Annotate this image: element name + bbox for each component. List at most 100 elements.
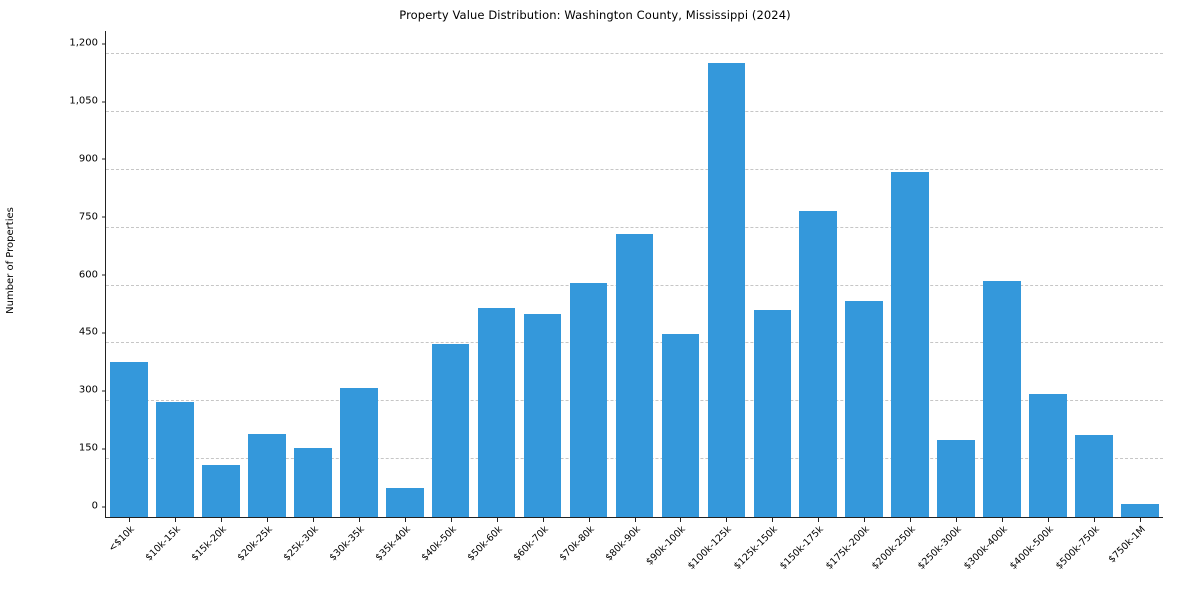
x-axis-tick-mark [220, 517, 222, 522]
x-axis-tick-mark [496, 517, 498, 522]
bar[interactable] [431, 343, 470, 517]
bar[interactable] [937, 439, 975, 517]
y-axis-label-text: Number of Properties [4, 206, 16, 314]
y-axis-tick-label: 600 [79, 269, 107, 280]
bar-slot [1071, 31, 1117, 517]
bar[interactable] [753, 310, 792, 517]
x-axis-tick-label: $15k-20k [189, 524, 229, 564]
bar[interactable] [707, 62, 746, 517]
x-axis-tick-mark [634, 517, 636, 522]
x-axis-tick-label: $125k-150k [732, 524, 781, 572]
x-axis-tick-label: $10k-15k [143, 524, 183, 564]
x-axis-tick-label: $300k-400k [962, 524, 1010, 572]
x-axis-tick-mark [1094, 517, 1096, 522]
x-axis-tick-mark [818, 517, 820, 522]
y-axis-tick-label: 1,200 [69, 38, 106, 49]
bar[interactable] [110, 361, 148, 517]
bar-slot [566, 31, 612, 517]
bar-slot [1025, 31, 1071, 517]
y-axis-tick-label: 150 [79, 443, 107, 454]
bar[interactable] [1029, 394, 1067, 517]
x-axis-tick-label: $80k-90k [602, 524, 643, 564]
bar[interactable] [339, 387, 378, 517]
bar[interactable] [247, 433, 286, 517]
bar[interactable] [845, 301, 884, 517]
x-axis-tick-mark [1140, 517, 1142, 522]
bar[interactable] [293, 448, 332, 517]
x-axis-tick-mark [1048, 517, 1050, 522]
x-axis-tick-label: $400k-500k [1007, 524, 1056, 572]
x-axis-tick-label: $500k-750k [1053, 524, 1102, 572]
x-axis-tick-mark [588, 517, 590, 522]
x-axis-tick-label: $50k-60k [465, 524, 505, 564]
bar[interactable] [477, 308, 516, 517]
bar[interactable] [156, 401, 194, 517]
bar-slot [290, 31, 336, 517]
x-axis-tick-mark [174, 517, 176, 522]
bar[interactable] [615, 234, 654, 517]
x-axis-tick-label: $70k-80k [556, 524, 597, 564]
y-axis-tick-label: 450 [79, 327, 107, 338]
x-axis-tick-label: $200k-250k [870, 524, 919, 572]
bar-slot [244, 31, 290, 517]
x-axis-tick-mark [266, 517, 268, 522]
bar-series [106, 31, 1163, 517]
bar[interactable] [661, 334, 700, 517]
x-axis-tick-mark [312, 517, 314, 522]
x-axis-tick-mark [1002, 517, 1004, 522]
bar[interactable] [983, 280, 1021, 517]
bar-slot [703, 31, 749, 517]
x-axis-tick-label: $250k-300k [916, 524, 964, 572]
bar[interactable] [569, 283, 608, 517]
x-axis-tick-mark [450, 517, 452, 522]
bar[interactable] [891, 172, 930, 517]
bar-slot [428, 31, 474, 517]
x-axis-tick-label: $20k-25k [235, 524, 275, 564]
bar[interactable] [1075, 435, 1113, 517]
x-axis-tick-mark [404, 517, 406, 522]
y-axis-tick-label: 750 [79, 211, 107, 222]
bar[interactable] [523, 313, 562, 517]
bar-slot [887, 31, 933, 517]
bar[interactable] [799, 211, 838, 517]
bar-slot [336, 31, 382, 517]
bar-slot [474, 31, 520, 517]
x-axis-tick-label: $60k-70k [511, 524, 551, 564]
x-axis-tick-label: $175k-200k [824, 524, 873, 572]
y-axis-tick-label: 900 [79, 153, 107, 164]
y-axis-label: Number of Properties [2, 0, 18, 520]
x-axis-tick-label: $30k-35k [327, 524, 367, 564]
bar[interactable] [202, 464, 240, 517]
x-axis-tick-mark [680, 517, 682, 522]
x-axis-tick-mark [864, 517, 866, 522]
bar[interactable] [1121, 503, 1159, 517]
plot-area: 0 150 300 450 600 750 900 1,050 1,200 <$10k $10k-… [69, 31, 1163, 572]
chart-title: Property Value Distribution: Washington … [399, 8, 791, 22]
x-axis-tick-label: $100k-125k [686, 524, 735, 572]
bar-slot [520, 31, 566, 517]
x-axis-tick-label: $25k-30k [281, 524, 321, 564]
x-axis-tick-mark [542, 517, 544, 522]
x-axis-tick-label: $150k-175k [778, 524, 827, 572]
x-axis-tick-mark [358, 517, 360, 522]
x-axis-tick-label: $90k-100k [644, 524, 689, 568]
x-axis-tick-label: $750k-1M [1106, 524, 1148, 566]
x-axis-tick-label: <$10k [106, 524, 137, 555]
x-axis-tick-mark [726, 517, 728, 522]
bar-slot [198, 31, 244, 517]
x-axis-tick-mark [910, 517, 912, 522]
y-axis-tick-label: 300 [79, 385, 107, 396]
bar-slot [612, 31, 658, 517]
x-axis-tick-mark [128, 517, 130, 522]
x-axis-tick-label: $40k-50k [419, 524, 459, 564]
x-axis-tick-mark [772, 517, 774, 522]
bar-slot [1117, 31, 1163, 517]
bar-slot [382, 31, 428, 517]
y-axis-tick-label: 1,050 [69, 96, 106, 107]
y-axis-tick-label: 0 [92, 501, 107, 512]
bar-slot [841, 31, 887, 517]
bar-slot [106, 31, 152, 517]
bar-slot [749, 31, 795, 517]
bar[interactable] [385, 488, 424, 517]
